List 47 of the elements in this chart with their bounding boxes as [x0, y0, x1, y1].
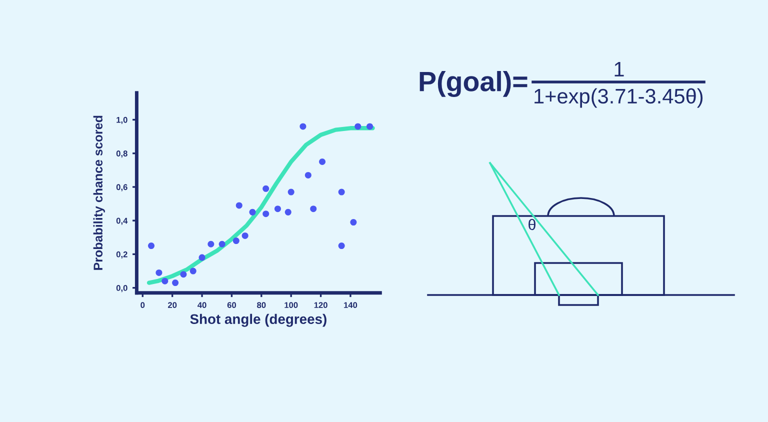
point: [274, 206, 281, 212]
y-tick-label: 0,4: [116, 218, 128, 225]
x-tick-label: 120: [314, 302, 328, 308]
x-tick-label: 0: [140, 302, 145, 308]
x-tick-label: 100: [284, 302, 298, 308]
x-tick-label: 140: [344, 302, 358, 308]
x-tick-label: 60: [227, 302, 236, 308]
point: [232, 238, 240, 244]
y-tick-label: 0,6: [116, 184, 128, 192]
point: [262, 185, 270, 192]
point: [190, 268, 196, 274]
point: [162, 278, 168, 284]
x-tick-label: 20: [168, 302, 177, 308]
point: [218, 240, 226, 248]
point: [354, 123, 362, 130]
x-tick-label: 80: [257, 302, 266, 308]
point: [338, 242, 345, 250]
point: [156, 269, 162, 276]
point: [284, 208, 292, 216]
y-axis-title: Probability chance scored: [93, 116, 105, 270]
x-tick-label: 40: [198, 302, 206, 308]
point: [310, 206, 317, 212]
point: [236, 202, 242, 209]
point: [249, 208, 256, 216]
point: [262, 210, 270, 218]
y-tick-label: 1,0: [116, 116, 128, 124]
y-tick-label: 0,8: [116, 150, 128, 158]
point: [366, 123, 374, 130]
point: [148, 242, 155, 250]
point: [208, 240, 214, 248]
text: P(goal)=: [420, 70, 528, 98]
point: [350, 219, 357, 226]
point: [338, 188, 345, 196]
point: [288, 188, 294, 196]
text: θ: [528, 218, 536, 230]
x-axis-title: Shot angle (degrees): [190, 314, 326, 327]
point: [180, 271, 187, 278]
point: [300, 123, 306, 130]
point: [242, 232, 248, 239]
text: 1: [614, 62, 624, 76]
point: [198, 254, 206, 261]
point: [319, 158, 326, 166]
point: [304, 172, 312, 178]
y-tick-label: 0,0: [116, 285, 128, 292]
y-tick-label: 0,2: [116, 251, 128, 259]
point: [172, 280, 179, 286]
text: 1+exp(3.71-3.45θ): [534, 88, 703, 108]
